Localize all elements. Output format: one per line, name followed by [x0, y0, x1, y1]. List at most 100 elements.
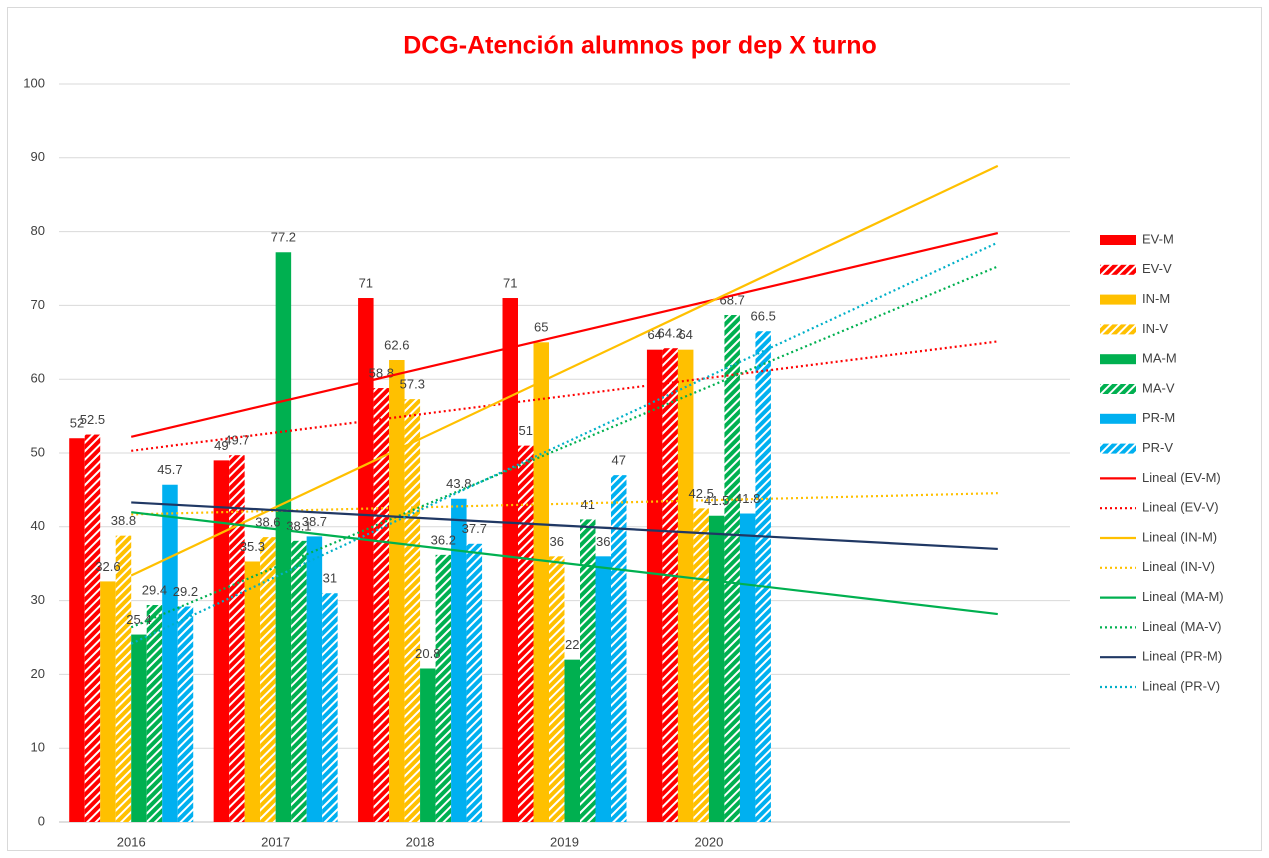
x-tick-label: 2020 [694, 834, 723, 849]
x-tick-label: 2016 [117, 834, 146, 849]
legend-label: Lineal (IN-M) [1142, 529, 1217, 544]
bar [275, 252, 292, 822]
data-label: 64 [678, 327, 692, 342]
data-label: 36 [596, 534, 610, 549]
legend-swatch [1100, 354, 1136, 365]
legend-label: Lineal (IN-V) [1142, 559, 1215, 574]
bar [724, 314, 740, 822]
y-tick-label: 100 [23, 75, 45, 90]
bar [322, 593, 338, 822]
data-label: 57.3 [400, 377, 425, 392]
bar [84, 434, 101, 822]
legend-label: EV-M [1142, 231, 1174, 246]
data-label: 38.6 [255, 515, 280, 530]
bar [677, 349, 694, 822]
data-label: 31 [323, 571, 337, 586]
bar [435, 554, 452, 822]
data-label: 36.2 [431, 532, 456, 547]
bar [466, 543, 483, 822]
data-label: 29.2 [173, 584, 198, 599]
trendline [130, 241, 999, 645]
bar [115, 535, 132, 822]
legend-label: Lineal (EV-M) [1142, 470, 1221, 485]
legend-swatch [1100, 384, 1136, 394]
y-tick-label: 10 [31, 740, 45, 755]
data-label: 38.7 [302, 514, 327, 529]
data-label: 32.6 [95, 559, 120, 574]
y-tick-label: 70 [31, 297, 45, 312]
data-label: 71 [359, 275, 373, 290]
legend-swatch [1100, 235, 1136, 245]
data-label: 64.2 [658, 326, 683, 341]
data-label: 20.8 [415, 646, 440, 661]
chart-frame [7, 7, 1262, 851]
data-label: 29.4 [142, 582, 167, 597]
legend-label: Lineal (MA-M) [1142, 589, 1224, 604]
trendline [131, 511, 998, 616]
y-tick-label: 90 [31, 149, 45, 164]
bar [420, 668, 436, 822]
bar [306, 536, 323, 822]
bar [358, 298, 374, 822]
data-label: 47 [612, 453, 626, 468]
data-label: 49 [214, 438, 228, 453]
trendline [130, 232, 999, 438]
bar [373, 388, 390, 822]
bar [404, 399, 421, 822]
legend-label: IN-M [1142, 291, 1170, 306]
bar [502, 298, 518, 822]
legend-label: Lineal (PR-M) [1142, 649, 1222, 664]
bar [244, 561, 261, 822]
bar [708, 515, 725, 822]
legend-swatch [1100, 443, 1136, 454]
data-label: 43.8 [446, 476, 471, 491]
legend-label: Lineal (EV-V) [1142, 500, 1219, 515]
data-label: 37.7 [462, 521, 487, 536]
legend-label: PR-V [1142, 440, 1173, 455]
data-label: 77.2 [271, 230, 296, 245]
data-label: 38.1 [286, 518, 311, 533]
legend-label: MA-V [1142, 380, 1175, 395]
data-label: 22 [565, 637, 579, 652]
legend-swatch [1100, 264, 1136, 275]
data-label: 65 [534, 320, 548, 335]
data-label: 62.6 [384, 337, 409, 352]
y-tick-label: 20 [31, 666, 45, 681]
bar [146, 605, 163, 822]
x-tick-label: 2019 [550, 834, 579, 849]
data-label: 49.7 [224, 433, 249, 448]
bar [739, 513, 756, 822]
bar [69, 438, 85, 822]
x-tick-label: 2018 [406, 834, 435, 849]
y-tick-label: 0 [38, 813, 45, 828]
data-label: 52.5 [80, 412, 105, 427]
bar [451, 498, 467, 822]
y-tick-label: 50 [31, 444, 45, 459]
legend-swatch [1100, 324, 1136, 335]
bar [533, 342, 549, 822]
trendline [131, 501, 998, 551]
bar [611, 475, 627, 822]
bar [564, 659, 580, 822]
legend-label: Lineal (PR-V) [1142, 678, 1220, 693]
bar [580, 519, 596, 822]
bar [693, 508, 709, 822]
bar [518, 445, 534, 822]
legend-swatch [1100, 294, 1136, 305]
data-label: 51 [519, 423, 533, 438]
bar [100, 581, 116, 822]
bar [162, 484, 178, 822]
bar [646, 349, 663, 822]
trendline [130, 265, 999, 629]
data-label: 66.5 [751, 309, 776, 324]
bar [755, 331, 771, 822]
legend-label: PR-M [1142, 410, 1175, 425]
legend-label: MA-M [1142, 351, 1177, 366]
data-label: 38.8 [111, 513, 136, 528]
bar [595, 556, 611, 822]
legend-label: IN-V [1142, 321, 1168, 336]
data-label: 35.3 [240, 539, 265, 554]
legend-swatch [1100, 413, 1136, 424]
bar [291, 540, 307, 822]
